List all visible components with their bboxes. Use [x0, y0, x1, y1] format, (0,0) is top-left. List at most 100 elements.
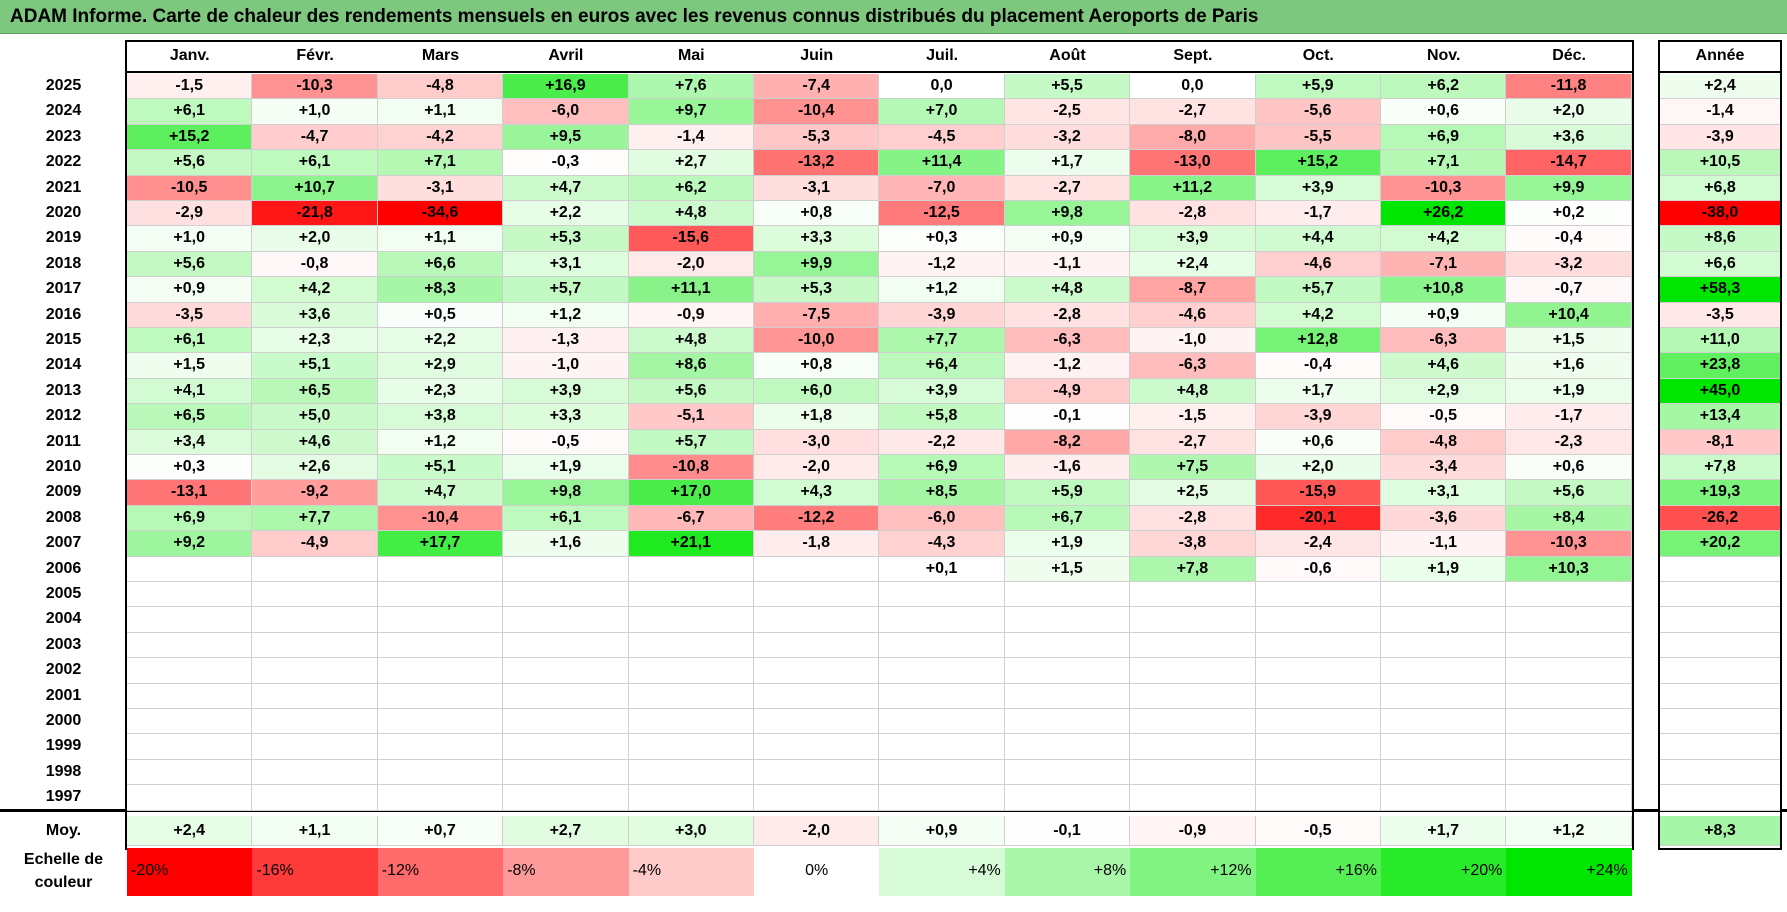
- heatmap-cell: +0,2: [1506, 201, 1632, 227]
- heatmap-cell: +5,3: [754, 277, 880, 303]
- year-label: 2013: [45, 381, 82, 399]
- heatmap-cell: +5,6: [127, 251, 253, 278]
- heatmap-cell: [503, 556, 629, 582]
- heatmap-cell: +10,3: [1506, 556, 1632, 582]
- heatmap-cell: -1,5: [1130, 404, 1256, 430]
- heatmap-cell: [1255, 683, 1381, 709]
- heatmap-cell: +16,9: [503, 74, 629, 100]
- heatmap-cell: -15,9: [1255, 480, 1381, 506]
- heatmap-cell: +9,8: [1004, 201, 1131, 227]
- heatmap-cell: -4,6: [1255, 251, 1381, 278]
- heatmap-cell: [754, 734, 880, 760]
- year-label: 2022: [45, 153, 82, 171]
- heatmap-cell: +7,7: [252, 505, 378, 532]
- heatmap-cell: [127, 582, 253, 608]
- heatmap-cell: [1381, 734, 1507, 760]
- heatmap-cell: -3,4: [1381, 455, 1507, 481]
- heatmap-cell: +1,6: [1506, 353, 1632, 379]
- annual-cell: [1660, 683, 1780, 709]
- heatmap-cell: +1,2: [503, 302, 629, 328]
- annual-cell: -3,9: [1660, 124, 1780, 151]
- heatmap-cell: -1,4: [628, 124, 754, 151]
- heatmap-cell: +2,7: [628, 150, 754, 176]
- annual-column-frame: [1658, 40, 1782, 850]
- average-label: Moy.: [45, 822, 82, 839]
- heatmap-cell: +8,5: [879, 480, 1005, 506]
- heatmap-cell: [127, 759, 253, 786]
- heatmap-cell: +9,2: [127, 531, 253, 557]
- year-label: 2017: [45, 280, 82, 298]
- heatmap-cell: +2,2: [503, 201, 629, 227]
- heatmap-cell: -4,3: [879, 531, 1005, 557]
- heatmap-cell: -5,3: [754, 124, 880, 151]
- heatmap-cell: +0,3: [127, 455, 253, 481]
- heatmap-cell: +2,9: [377, 353, 504, 379]
- annual-cell: +8,6: [1660, 226, 1780, 252]
- heatmap-cell: +0,8: [754, 201, 880, 227]
- heatmap-cell: [879, 759, 1005, 786]
- heatmap-cell: +9,8: [503, 480, 629, 506]
- heatmap-cell: +8,4: [1506, 505, 1632, 532]
- heatmap-cell: -2,7: [1130, 99, 1256, 125]
- heatmap-cell: +4,4: [1255, 226, 1381, 252]
- heatmap-cell: -10,8: [628, 455, 754, 481]
- heatmap-cell: [252, 709, 378, 735]
- heatmap-cell: -0,4: [1255, 353, 1381, 379]
- heatmap-cell: -2,8: [1130, 505, 1256, 532]
- year-label: 2024: [45, 102, 82, 120]
- heatmap-cell: -3,2: [1004, 124, 1131, 151]
- heatmap-cell: +6,4: [879, 353, 1005, 379]
- heatmap-cell: -3,1: [754, 175, 880, 201]
- annual-cell: [1660, 556, 1780, 582]
- heatmap-cell: +9,7: [628, 99, 754, 125]
- year-label: 2006: [45, 559, 82, 577]
- heatmap-cell: [127, 658, 253, 684]
- heatmap-cell: +0,9: [127, 277, 253, 303]
- heatmap-cell: -10,3: [1381, 175, 1507, 201]
- heatmap-cell: -2,0: [628, 251, 754, 278]
- heatmap-cell: +15,2: [127, 124, 253, 151]
- year-label: 2000: [45, 712, 82, 729]
- heatmap-cell: [377, 759, 504, 786]
- heatmap-cell: [1004, 683, 1131, 709]
- heatmap-cell: -4,9: [1004, 378, 1131, 405]
- heatmap-cell: +2,0: [1255, 455, 1381, 481]
- heatmap-cell: +1,6: [503, 531, 629, 557]
- heatmap-cell: [127, 632, 253, 659]
- heatmap-cell: [1004, 607, 1131, 633]
- color-scale-swatch: -4%: [628, 848, 754, 896]
- heatmap-cell: 0,0: [879, 74, 1005, 100]
- annual-cell: [1660, 759, 1780, 786]
- heatmap-cell: +1,7: [1004, 150, 1131, 176]
- heatmap-cell: -3,8: [1130, 531, 1256, 557]
- month-header: Avril: [548, 47, 584, 64]
- heatmap-cell: -2,0: [754, 455, 880, 481]
- heatmap-cell: +17,7: [377, 531, 504, 557]
- annual-cell: -3,5: [1660, 302, 1780, 328]
- heatmap-cell: [1381, 785, 1507, 811]
- heatmap-cell: [879, 658, 1005, 684]
- heatmap-cell: -6,3: [1004, 328, 1131, 354]
- heatmap-cell: +7,5: [1130, 455, 1256, 481]
- heatmap-cell: +1,2: [879, 277, 1005, 303]
- heatmap-cell: +2,2: [377, 328, 504, 354]
- heatmap-cell: [252, 759, 378, 786]
- heatmap-cell: [879, 582, 1005, 608]
- month-header: Févr.: [296, 47, 334, 64]
- heatmap-cell: +1,5: [1004, 556, 1131, 582]
- heatmap-cell: +26,2: [1381, 201, 1507, 227]
- heatmap-cell: +8,6: [628, 353, 754, 379]
- heatmap-cell: -21,8: [252, 201, 378, 227]
- heatmap-cell: [503, 785, 629, 811]
- heatmap-cell: [377, 709, 504, 735]
- average-cell: +0,9: [879, 816, 1005, 846]
- heatmap-cell: -0,1: [1004, 404, 1131, 430]
- heatmap-cell: -0,8: [252, 251, 378, 278]
- average-cell: +1,2: [1506, 816, 1632, 846]
- month-header: Janv.: [169, 47, 210, 64]
- heatmap-cell: [879, 683, 1005, 709]
- heatmap-cell: -0,3: [503, 150, 629, 176]
- year-label: 2011: [46, 432, 81, 450]
- heatmap-cell: [1506, 607, 1632, 633]
- heatmap-cell: +11,1: [628, 277, 754, 303]
